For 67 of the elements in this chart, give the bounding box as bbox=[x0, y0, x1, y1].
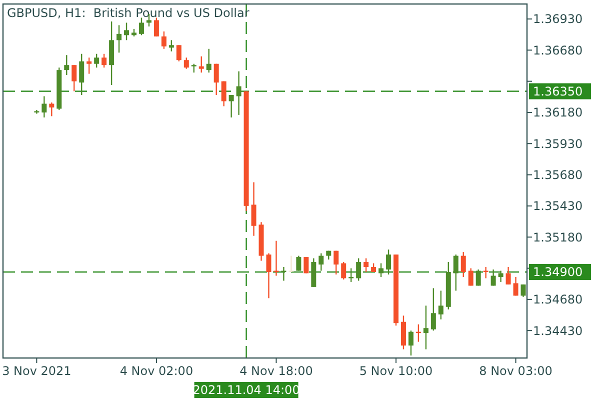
candlestick bbox=[520, 284, 526, 298]
candlestick bbox=[214, 63, 219, 96]
candlestick bbox=[116, 24, 122, 54]
candlestick bbox=[64, 54, 70, 76]
candlestick bbox=[161, 30, 166, 50]
candlestick bbox=[138, 17, 144, 36]
candlestick bbox=[438, 290, 444, 320]
ref-line-label: 1.34900 bbox=[533, 265, 583, 280]
candlestick bbox=[430, 288, 436, 332]
candlestick bbox=[236, 70, 242, 116]
candlestick bbox=[281, 266, 286, 282]
candlestick bbox=[228, 94, 234, 118]
candlestick bbox=[42, 96, 47, 118]
candlestick bbox=[94, 53, 100, 68]
candlestick bbox=[168, 40, 174, 52]
candlestick bbox=[386, 248, 392, 276]
candlestick bbox=[86, 57, 92, 74]
y-tick-label: 1.34430 bbox=[533, 324, 583, 338]
candlestick bbox=[206, 48, 212, 74]
candlestick bbox=[483, 266, 488, 279]
y-tick-label: 1.36930 bbox=[533, 12, 583, 26]
candlestick bbox=[408, 330, 414, 356]
candlestick bbox=[176, 44, 182, 62]
x-tick-label: 4 Nov 02:00 bbox=[120, 364, 194, 378]
candlestick bbox=[400, 315, 406, 350]
candlestick bbox=[364, 258, 369, 273]
candlestick bbox=[124, 22, 130, 41]
candlestick bbox=[221, 80, 226, 107]
x-tick-label: 8 Nov 03:00 bbox=[479, 364, 552, 378]
candlestick bbox=[266, 252, 272, 299]
candlestick bbox=[453, 254, 458, 292]
candlestick bbox=[506, 266, 511, 286]
x-tick-label: 4 Nov 18:00 bbox=[240, 364, 313, 378]
candlestick bbox=[468, 268, 474, 286]
candlestick bbox=[341, 261, 346, 280]
y-tick-label: 1.35180 bbox=[533, 230, 583, 244]
candlestick bbox=[378, 262, 384, 278]
candlestick bbox=[460, 251, 466, 278]
candlestick bbox=[356, 258, 362, 282]
ref-line-label: 1.36350 bbox=[533, 84, 583, 98]
candlestick bbox=[423, 305, 428, 350]
x-tick-label: 5 Nov 10:00 bbox=[359, 364, 433, 378]
candlestick bbox=[334, 250, 339, 276]
candlestick bbox=[296, 255, 302, 272]
candlestick bbox=[251, 182, 256, 236]
candlestick bbox=[72, 64, 77, 92]
candlestick bbox=[513, 276, 518, 296]
y-tick-label: 1.34680 bbox=[533, 292, 583, 307]
candlestick bbox=[184, 57, 189, 70]
candlestick bbox=[476, 268, 481, 286]
candlestick bbox=[498, 270, 504, 283]
candlestick bbox=[102, 53, 107, 68]
candlestick bbox=[288, 255, 294, 273]
y-tick-label: 1.36180 bbox=[533, 106, 583, 120]
candlestick bbox=[274, 240, 279, 276]
candlestick bbox=[490, 268, 496, 286]
candlestick bbox=[79, 53, 84, 96]
candlestick bbox=[154, 17, 159, 38]
candlestick bbox=[49, 102, 54, 117]
candlestick bbox=[304, 256, 309, 274]
y-tick-label: 1.35930 bbox=[533, 136, 583, 151]
y-tick-label: 1.36680 bbox=[533, 43, 583, 58]
candlestick bbox=[318, 252, 324, 272]
x-tick-label: 3 Nov 2021 bbox=[2, 364, 72, 378]
y-tick-label: 1.35680 bbox=[533, 168, 583, 182]
candlestick bbox=[198, 56, 204, 74]
y-tick-label: 1.35430 bbox=[533, 199, 583, 214]
